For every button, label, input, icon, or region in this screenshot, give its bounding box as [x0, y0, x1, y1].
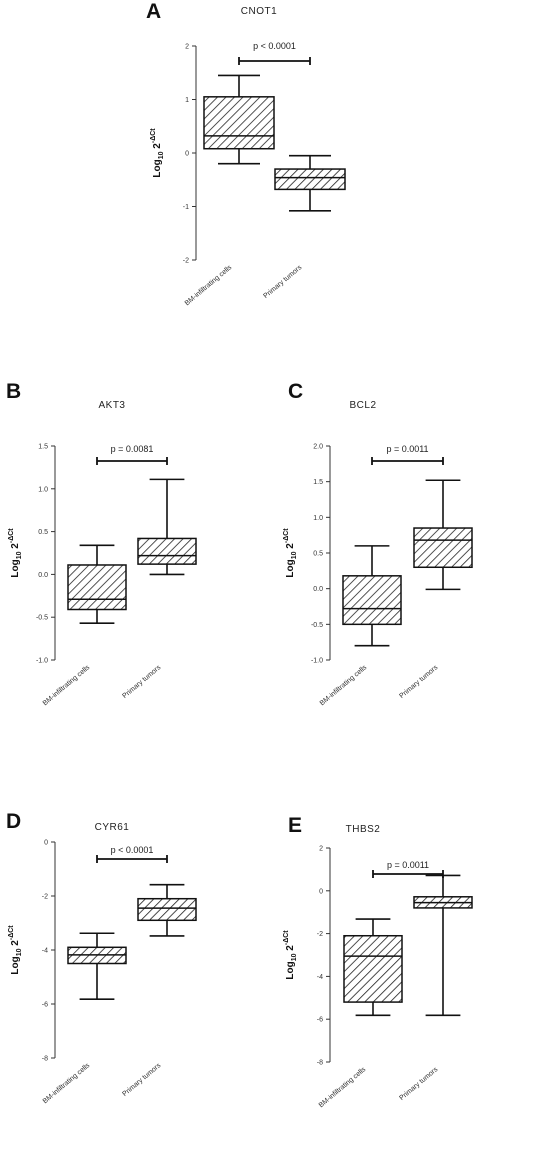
y-tick-label: -1.0	[36, 658, 48, 665]
box-bm-infiltrating	[342, 545, 402, 647]
box-primary-tumors	[137, 478, 197, 576]
x-category-label: Primary tumors	[262, 264, 303, 300]
y-tick-label: -1	[183, 204, 189, 211]
chart-title: CNOT1	[241, 6, 277, 17]
chart-panel-d: D CYR61 0 -2 -4 -6 -8 Log10 2-ΔCt p < 0.0001 BM-i…	[6, 810, 197, 1105]
p-value-label: p < 0.0001	[253, 41, 296, 51]
y-tick-label: 0	[319, 888, 323, 895]
iqr-box	[274, 168, 346, 191]
y-tick-label: 0	[185, 151, 189, 158]
panel-letter: B	[6, 380, 21, 403]
y-tick-label: -6	[317, 1017, 323, 1024]
chart-title: CYR61	[95, 822, 130, 833]
y-tick-label: 0.5	[38, 529, 48, 536]
panel-letter: A	[146, 0, 161, 23]
p-value-label: p = 0.0011	[387, 860, 429, 870]
y-tick-label: -0.5	[311, 622, 323, 629]
iqr-box	[342, 575, 402, 626]
y-tick-label: -4	[42, 948, 48, 955]
y-tick-label: 2	[185, 44, 189, 51]
chart-title: BCL2	[349, 400, 376, 411]
y-tick-label: 1.0	[313, 515, 323, 522]
y-axis-label: Log10 2-ΔCt	[8, 925, 23, 975]
significance-bracket: p < 0.0001	[96, 845, 168, 863]
y-tick-label: 2.0	[313, 444, 323, 451]
y-tick-label: -8	[317, 1060, 323, 1067]
y-tick-label: -2	[42, 894, 48, 901]
y-tick-label: 0.5	[313, 551, 323, 558]
iqr-box	[137, 897, 197, 922]
chart-panel-b: B AKT3 1.5 1.0 0.5 0.0 -0.5 -1.0 Log10 2-ΔCt p = …	[6, 380, 197, 707]
y-tick-label: -1.0	[311, 658, 323, 665]
y-tick-label: 0.0	[313, 586, 323, 593]
y-tick-label: -2	[317, 931, 323, 938]
box-primary-tumors	[137, 883, 197, 937]
box-primary-tumors	[413, 874, 473, 1017]
panel-letter: D	[6, 810, 21, 833]
significance-bracket: p = 0.0011	[371, 444, 444, 465]
y-tick-label: -6	[42, 1002, 48, 1009]
y-tick-label: -4	[317, 974, 323, 981]
box-primary-tumors	[413, 479, 473, 591]
panel-letter: C	[288, 380, 303, 403]
x-category-label: BM-infiltrating cells	[318, 1066, 368, 1109]
p-value-label: p = 0.0011	[386, 444, 428, 454]
x-category-label: Primary tumors	[398, 1066, 439, 1102]
p-value-label: p = 0.0081	[111, 444, 154, 454]
x-category-label: BM-infiltrating cells	[319, 664, 369, 707]
x-category-label: Primary tumors	[121, 664, 162, 700]
significance-bracket: p = 0.0011	[372, 860, 444, 878]
x-category-label: BM-infiltrating cells	[42, 1062, 92, 1105]
iqr-box	[137, 537, 197, 565]
y-tick-label: 1	[185, 97, 189, 104]
y-axis-label: Log10 2-ΔCt	[8, 528, 23, 578]
y-tick-label: 1.5	[38, 444, 48, 451]
chart-title: AKT3	[98, 400, 125, 411]
chart-panel-c: C BCL2 2.0 1.5 1.0 0.5 0.0 -0.5 -1.0 Log10 2-ΔCt p…	[283, 380, 473, 707]
y-tick-label: 0.0	[38, 572, 48, 579]
p-value-label: p < 0.0001	[111, 845, 154, 855]
iqr-box	[343, 934, 403, 1003]
y-tick-label: 2	[319, 846, 323, 853]
y-tick-label: 0	[44, 840, 48, 847]
significance-bracket: p = 0.0081	[96, 444, 168, 465]
iqr-box	[413, 527, 473, 569]
chart-panel-a: A CNOT1 2 1 0 -1 -2 Log10 2-ΔCt p < 0.0001 BM-inf…	[146, 0, 346, 307]
y-tick-label: 1.5	[313, 479, 323, 486]
y-axis-label: Log10 2-ΔCt	[283, 528, 298, 578]
box-bm-infiltrating	[203, 74, 275, 165]
box-primary-tumors	[274, 154, 346, 212]
x-category-label: Primary tumors	[398, 664, 439, 700]
iqr-box	[203, 96, 275, 150]
x-category-label: BM-infiltrating cells	[42, 664, 92, 707]
x-category-label: BM-infiltrating cells	[184, 264, 234, 307]
y-axis-label: Log10 2-ΔCt	[150, 128, 165, 178]
y-tick-label: -2	[183, 258, 189, 265]
panel-letter: E	[288, 814, 302, 837]
y-axis-label: Log10 2-ΔCt	[283, 930, 298, 980]
significance-bracket: p < 0.0001	[238, 41, 311, 65]
y-tick-label: -8	[42, 1056, 48, 1063]
box-bm-infiltrating	[67, 932, 127, 1000]
x-category-label: Primary tumors	[121, 1062, 162, 1098]
y-tick-label: -0.5	[36, 615, 48, 622]
y-tick-label: 1.0	[38, 486, 48, 493]
box-bm-infiltrating	[67, 544, 127, 624]
chart-panel-e: E THBS2 2 0 -2 -4 -6 -8 Log10 2-ΔCt p = 0.0011 BM-…	[283, 814, 473, 1109]
iqr-box	[67, 564, 127, 611]
chart-title: THBS2	[346, 824, 381, 835]
box-bm-infiltrating	[343, 918, 403, 1017]
